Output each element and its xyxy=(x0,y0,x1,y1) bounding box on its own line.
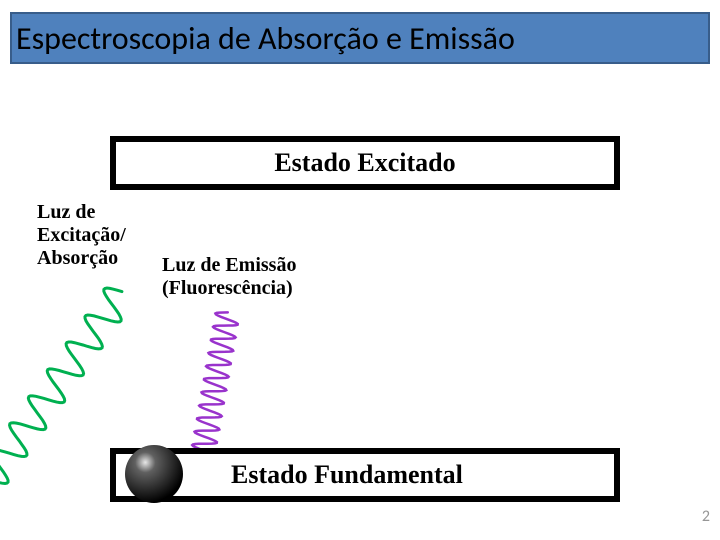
slide-title-bar: Espectroscopia de Absorção e Emissão xyxy=(10,12,710,64)
excitation-label: Luz de Excitação/ Absorção xyxy=(37,201,126,270)
photon-sphere xyxy=(123,443,185,505)
excitation-line3: Absorção xyxy=(37,247,126,270)
emission-line2: (Fluorescência) xyxy=(162,277,296,300)
page-number: 2 xyxy=(702,507,710,526)
emission-label: Luz de Emissão (Fluorescência) xyxy=(162,254,296,300)
ground-state-label: Estado Fundamental xyxy=(231,460,463,490)
slide-title: Espectroscopia de Absorção e Emissão xyxy=(16,19,515,58)
excitation-line2: Excitação/ xyxy=(37,224,126,247)
emission-line1: Luz de Emissão xyxy=(162,254,296,277)
excited-state-box: Estado Excitado xyxy=(110,136,620,190)
ground-state-box: Estado Fundamental xyxy=(110,448,620,502)
excitation-line1: Luz de xyxy=(37,201,126,224)
excited-state-label: Estado Excitado xyxy=(274,148,455,178)
